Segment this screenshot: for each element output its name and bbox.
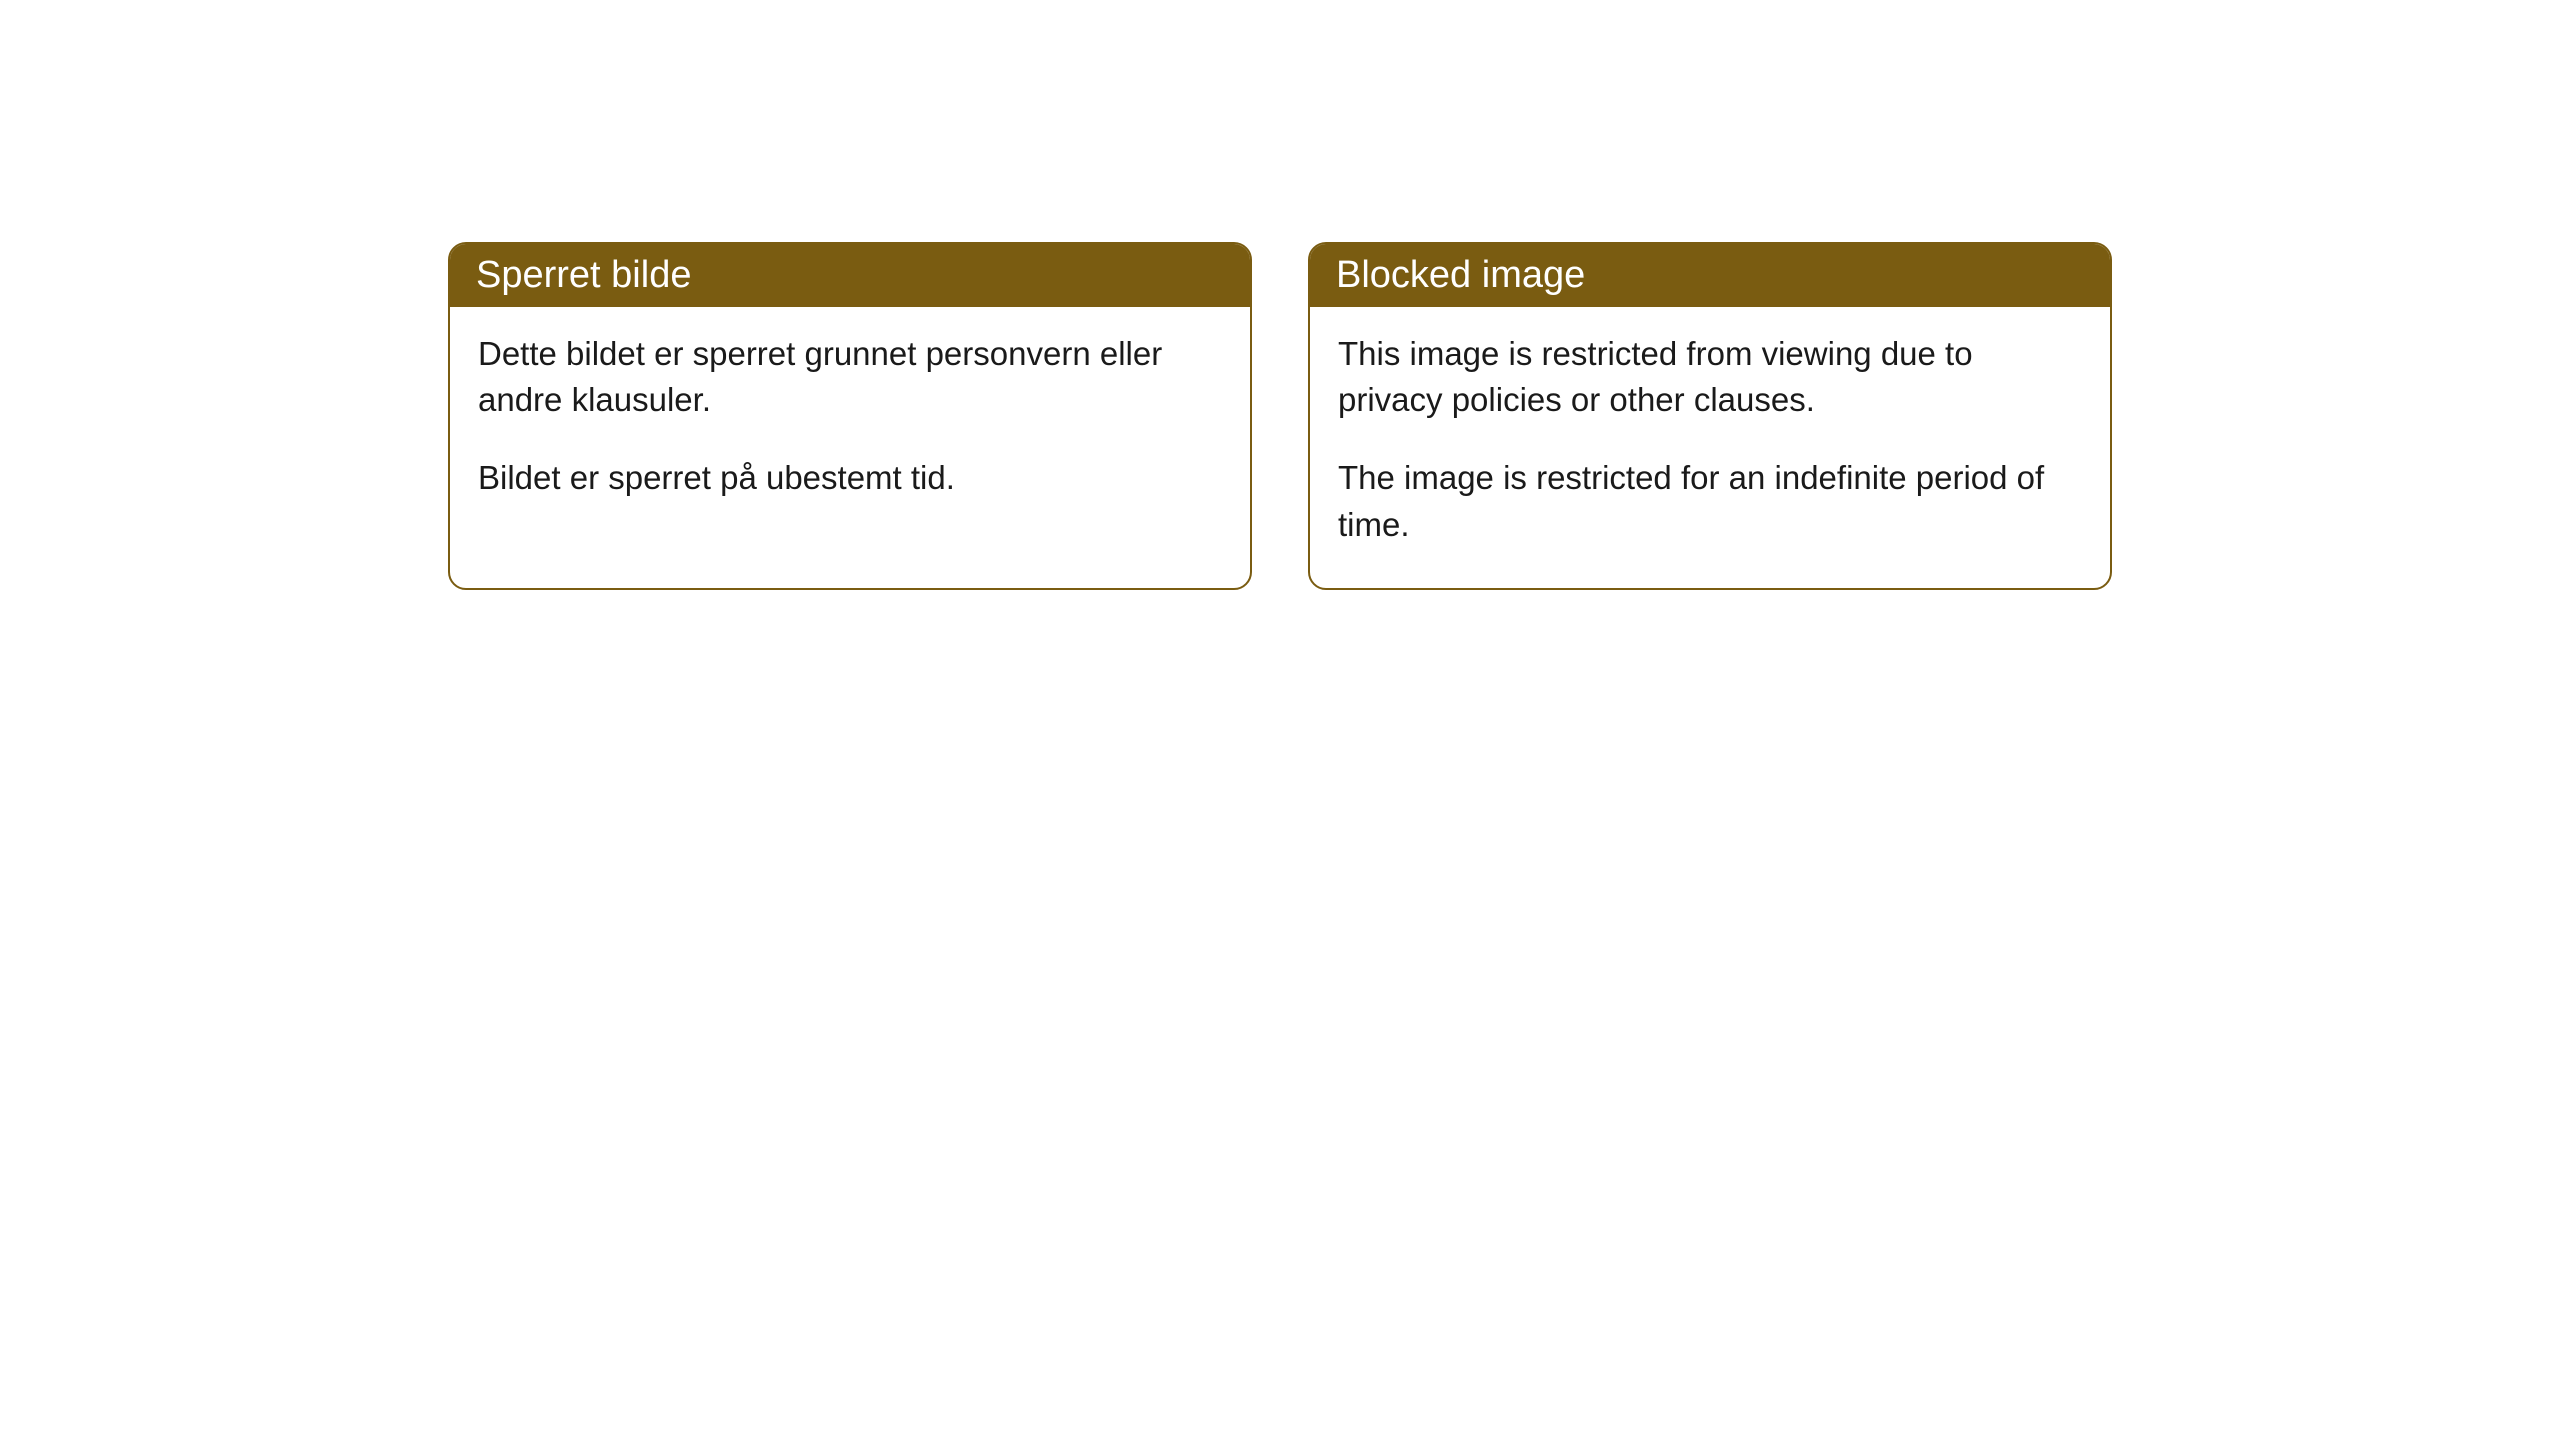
- card-paragraph: Dette bildet er sperret grunnet personve…: [478, 331, 1222, 423]
- card-paragraph: Bildet er sperret på ubestemt tid.: [478, 455, 1222, 501]
- notice-card-norwegian: Sperret bilde Dette bildet er sperret gr…: [448, 242, 1252, 590]
- card-header: Sperret bilde: [450, 244, 1250, 307]
- card-header: Blocked image: [1310, 244, 2110, 307]
- card-paragraph: This image is restricted from viewing du…: [1338, 331, 2082, 423]
- card-paragraph: The image is restricted for an indefinit…: [1338, 455, 2082, 547]
- card-body: This image is restricted from viewing du…: [1310, 307, 2110, 588]
- notice-container: Sperret bilde Dette bildet er sperret gr…: [0, 0, 2560, 590]
- card-title: Blocked image: [1336, 254, 1585, 296]
- card-body: Dette bildet er sperret grunnet personve…: [450, 307, 1250, 542]
- notice-card-english: Blocked image This image is restricted f…: [1308, 242, 2112, 590]
- card-title: Sperret bilde: [476, 254, 691, 296]
